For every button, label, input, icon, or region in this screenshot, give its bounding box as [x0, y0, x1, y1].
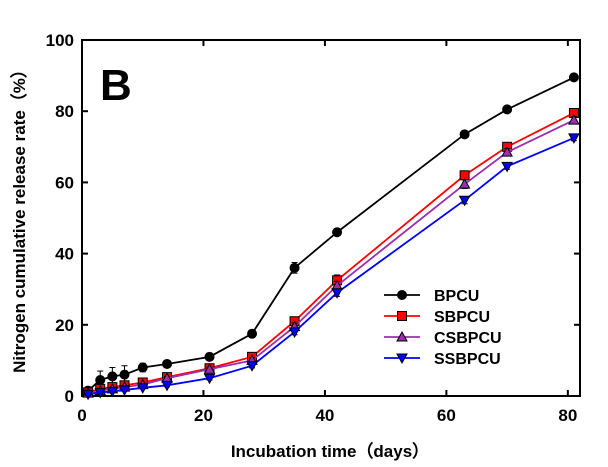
y-tick-label-80: 80 — [55, 102, 74, 121]
y-tick-label-20: 20 — [55, 316, 74, 335]
data-point-BPCU-12 — [568, 72, 579, 83]
plot-frame — [81, 39, 581, 397]
y-tick-label-0: 0 — [65, 387, 74, 406]
x-tick-label-80: 80 — [558, 406, 577, 425]
data-point-BPCU-3 — [119, 369, 130, 380]
data-point-SSBPCU-0 — [82, 389, 94, 401]
data-point-BPCU-1 — [95, 374, 106, 385]
data-point-CSBPCU-12 — [568, 114, 580, 125]
data-point-SSBPCU-12 — [568, 133, 580, 144]
data-point-BPCU-2 — [107, 371, 118, 382]
legend-marker-SSBPCU — [396, 353, 408, 365]
series-line-CSBPCU — [87, 119, 575, 395]
data-point-BPCU-4 — [137, 362, 148, 373]
legend-label-CSBPCU: CSBPCU — [434, 330, 502, 347]
data-point-BPCU-6 — [204, 351, 215, 362]
legend-label-SBPCU: SBPCU — [434, 309, 490, 326]
data-point-BPCU-11 — [502, 104, 513, 115]
y-tick-label-100: 100 — [46, 31, 74, 50]
data-point-SSBPCU-11 — [501, 161, 513, 173]
data-point-CSBPCU-6 — [203, 363, 216, 374]
data-point-BPCU-8 — [289, 262, 300, 273]
series-line-SSBPCU — [87, 137, 575, 396]
x-tick-label-20: 20 — [194, 406, 213, 425]
data-point-CSBPCU-10 — [458, 178, 471, 189]
legend-marker-BPCU — [397, 290, 407, 300]
x-tick-label-0: 0 — [77, 406, 86, 425]
data-point-SSBPCU-7 — [246, 361, 258, 372]
data-point-SSBPCU-9 — [331, 288, 343, 299]
data-point-SSBPCU-2 — [106, 386, 119, 398]
data-point-CSBPCU-11 — [501, 146, 513, 157]
panel-label: B — [100, 61, 132, 110]
data-point-SSBPCU-4 — [136, 383, 149, 394]
x-tick-label-40: 40 — [315, 406, 334, 425]
data-point-SSBPCU-5 — [161, 380, 173, 392]
data-point-SSBPCU-3 — [118, 385, 131, 396]
legend-marker-CSBPCU — [396, 330, 408, 342]
legend-label-SSBPCU: SSBPCU — [434, 351, 501, 368]
data-point-SSBPCU-1 — [94, 387, 107, 399]
data-point-SSBPCU-6 — [203, 373, 216, 385]
data-point-SSBPCU-8 — [288, 327, 301, 338]
data-point-BPCU-7 — [247, 328, 258, 339]
plot-area: 0 20 40 60 80 0 20 40 60 80 100 BPCU SBPCU CSBPCU SSBP… — [46, 31, 581, 425]
series-line-SBPCU — [87, 112, 575, 394]
data-point-BPCU-10 — [459, 129, 470, 140]
y-tick-label-40: 40 — [55, 245, 74, 264]
legend-marker-SBPCU — [397, 311, 407, 321]
y-tick-label-60: 60 — [55, 173, 74, 192]
data-point-BPCU-9 — [332, 227, 343, 238]
data-point-SSBPCU-10 — [458, 195, 471, 207]
y-axis-title: Nitrogen cumulative release rate（%） — [9, 61, 29, 373]
legend-label-BPCU: BPCU — [434, 288, 479, 305]
x-tick-label-60: 60 — [437, 406, 456, 425]
data-point-BPCU-5 — [162, 358, 173, 369]
x-axis-title: Incubation time（days） — [231, 441, 429, 461]
